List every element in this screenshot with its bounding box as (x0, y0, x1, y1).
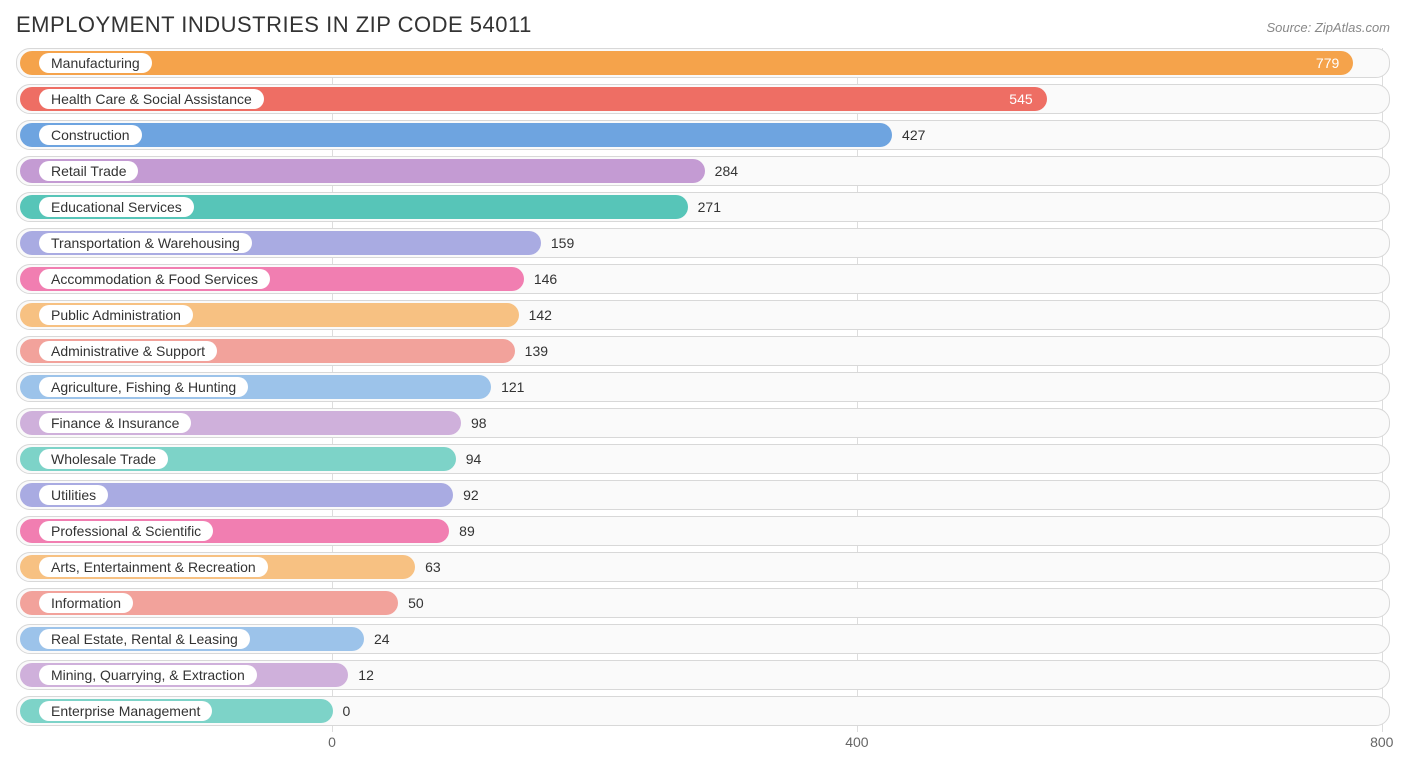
bar-fill (20, 123, 892, 147)
bar-row: Information 50 (16, 588, 1390, 618)
chart-title: EMPLOYMENT INDUSTRIES IN ZIP CODE 54011 (16, 12, 532, 38)
bar-value: 0 (333, 697, 359, 725)
axis-tick: 800 (1370, 734, 1393, 750)
bar-row: Professional & Scientific 89 (16, 516, 1390, 546)
bar-row: Mining, Quarrying, & Extraction 12 (16, 660, 1390, 690)
bar-label: Administrative & Support (39, 341, 217, 361)
bar-value: 427 (892, 121, 933, 149)
bar-value: 24 (364, 625, 398, 653)
bar-value: 284 (705, 157, 746, 185)
bar-label: Information (39, 593, 133, 613)
bar-label: Enterprise Management (39, 701, 212, 721)
bar-label: Public Administration (39, 305, 193, 325)
axis-tick: 0 (328, 734, 336, 750)
bars-container: Manufacturing 779 Health Care & Social Ass… (16, 48, 1390, 726)
bar-label: Accommodation & Food Services (39, 269, 270, 289)
bar-row: Health Care & Social Assistance 545 (16, 84, 1390, 114)
bar-row: Transportation & Warehousing 159 (16, 228, 1390, 258)
bar-label: Arts, Entertainment & Recreation (39, 557, 268, 577)
x-axis: 0 400 800 (16, 732, 1390, 760)
bar-row: Accommodation & Food Services 146 (16, 264, 1390, 294)
bar-row: Construction 427 (16, 120, 1390, 150)
bar-row: Arts, Entertainment & Recreation 63 (16, 552, 1390, 582)
bar-value: 146 (524, 265, 565, 293)
bar-label: Transportation & Warehousing (39, 233, 252, 253)
bar-label: Agriculture, Fishing & Hunting (39, 377, 248, 397)
bar-value: 139 (515, 337, 556, 365)
bar-value: 779 (1308, 49, 1347, 77)
bar-value: 12 (348, 661, 382, 689)
bar-label: Health Care & Social Assistance (39, 89, 264, 109)
bar-fill (20, 51, 1353, 75)
bar-label: Construction (39, 125, 142, 145)
axis-tick: 400 (845, 734, 868, 750)
bar-row: Administrative & Support 139 (16, 336, 1390, 366)
bar-value: 89 (449, 517, 483, 545)
bar-label: Professional & Scientific (39, 521, 213, 541)
bar-row: Finance & Insurance 98 (16, 408, 1390, 438)
bar-label: Wholesale Trade (39, 449, 168, 469)
bar-row: Real Estate, Rental & Leasing 24 (16, 624, 1390, 654)
bar-value: 92 (453, 481, 487, 509)
bar-value: 121 (491, 373, 532, 401)
bar-value: 63 (415, 553, 449, 581)
chart-source: Source: ZipAtlas.com (1266, 20, 1390, 35)
bar-row: Manufacturing 779 (16, 48, 1390, 78)
bar-row: Wholesale Trade 94 (16, 444, 1390, 474)
bar-value: 50 (398, 589, 432, 617)
bar-value: 94 (456, 445, 490, 473)
bar-value: 98 (461, 409, 495, 437)
bar-row: Educational Services 271 (16, 192, 1390, 222)
chart-header: EMPLOYMENT INDUSTRIES IN ZIP CODE 54011 … (16, 12, 1390, 38)
bar-row: Agriculture, Fishing & Hunting 121 (16, 372, 1390, 402)
bar-label: Finance & Insurance (39, 413, 191, 433)
bar-label: Utilities (39, 485, 108, 505)
bar-value: 159 (541, 229, 582, 257)
bar-label: Manufacturing (39, 53, 152, 73)
bar-label: Retail Trade (39, 161, 138, 181)
bar-value: 545 (1001, 85, 1040, 113)
bar-value: 142 (519, 301, 560, 329)
bar-value: 271 (688, 193, 729, 221)
chart-area: Manufacturing 779 Health Care & Social Ass… (16, 48, 1390, 760)
bar-label: Educational Services (39, 197, 194, 217)
bar-row: Retail Trade 284 (16, 156, 1390, 186)
bar-row: Public Administration 142 (16, 300, 1390, 330)
bar-label: Mining, Quarrying, & Extraction (39, 665, 257, 685)
bar-row: Utilities 92 (16, 480, 1390, 510)
bar-row: Enterprise Management 0 (16, 696, 1390, 726)
bar-label: Real Estate, Rental & Leasing (39, 629, 250, 649)
